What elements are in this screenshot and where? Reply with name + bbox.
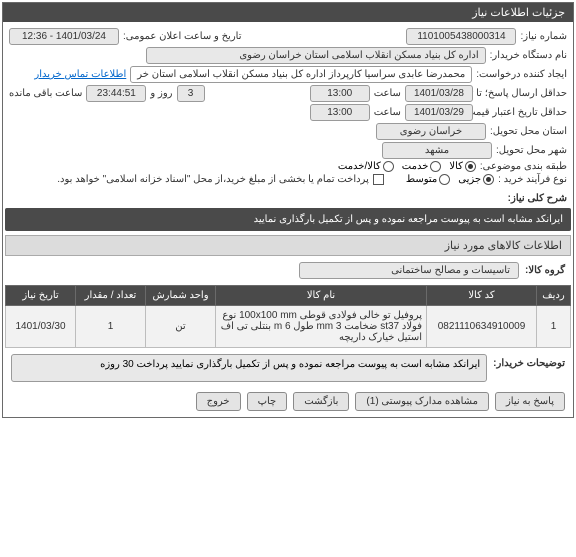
row-buyer-note: توضیحات خریدار: ایرانکد مشابه است به پیو… — [3, 350, 573, 386]
row-province: استان محل تحویل: خراسان رضوی — [9, 123, 567, 140]
category-radio-group: کالا خدمت کالا/خدمت — [338, 161, 476, 172]
exit-button[interactable]: خروج — [196, 392, 241, 411]
radio-goods[interactable]: کالا — [449, 161, 476, 172]
buyer-org-label: نام دستگاه خریدار: — [490, 50, 567, 61]
validity-label: حداقل تاریخ اعتبار قیمت؛ تا تاریخ: — [477, 107, 567, 118]
radio-goods-label: کالا — [449, 161, 463, 172]
validity-date: 1401/03/29 — [405, 104, 473, 121]
items-header-row: ردیف کد کالا نام کالا واحد شمارش تعداد /… — [6, 286, 571, 306]
radio-partial[interactable]: جزیی — [458, 174, 494, 185]
radio-goods-icon — [465, 161, 476, 172]
creator-label: ایجاد کننده درخواست: — [476, 69, 567, 80]
radio-service-icon — [430, 161, 441, 172]
announce-label: تاریخ و ساعت اعلان عمومی: — [123, 31, 242, 42]
validity-time: 13:00 — [310, 104, 370, 121]
radio-both-icon — [383, 161, 394, 172]
category-label: طبقه بندی موضوعی: — [480, 161, 567, 172]
city-value: مشهد — [382, 142, 492, 159]
group-value: تاسیسات و مصالح ساختمانی — [299, 262, 519, 279]
radio-partial-label: جزیی — [458, 174, 481, 185]
row-need-no: شماره نیاز: 1101005438000314 تاریخ و ساع… — [9, 28, 567, 45]
row-summary-label: شرح کلی نیاز: — [3, 193, 573, 204]
col-row: ردیف — [537, 286, 571, 306]
cell-name: پروفیل تو خالی فولادی قوطی 100x100 mm نو… — [216, 306, 427, 348]
row-group: گروه کالا: تاسیسات و مصالح ساختمانی — [3, 258, 573, 283]
items-section-header: اطلاعات کالاهای مورد نیاز — [5, 235, 571, 256]
panel-title: جزئیات اطلاعات نیاز — [3, 3, 573, 22]
col-date: تاریخ نیاز — [6, 286, 76, 306]
deadline-time: 13:00 — [310, 85, 370, 102]
creator-value: محمدرضا عابدی سراسیا کارپرداز اداره کل ب… — [130, 66, 472, 83]
days-label: روز و — [150, 88, 172, 99]
group-label: گروه کالا: — [525, 265, 565, 276]
back-button[interactable]: بازگشت — [293, 392, 349, 411]
need-details-panel: جزئیات اطلاعات نیاز شماره نیاز: 11010054… — [2, 2, 574, 418]
cell-row: 1 — [537, 306, 571, 348]
days-value: 3 — [177, 85, 205, 102]
province-value: خراسان رضوی — [376, 123, 486, 140]
radio-service[interactable]: خدمت — [402, 161, 442, 172]
process-radio-group: جزیی متوسط — [406, 174, 494, 185]
print-button[interactable]: چاپ — [247, 392, 288, 411]
col-code: کد کالا — [427, 286, 537, 306]
row-deadline: حداقل ارسال پاسخ؛ تا تاریخ: 1401/03/28 س… — [9, 85, 567, 102]
remain-time: 23:44:51 — [86, 85, 146, 102]
contact-info-link[interactable]: اطلاعات تماس خریدار — [34, 69, 126, 80]
treasury-note: پرداخت تمام یا بخشی از مبلغ خرید،از محل … — [57, 174, 369, 185]
deadline-date: 1401/03/28 — [405, 85, 473, 102]
buyer-org-value: اداره کل بنیاد مسکن انقلاب اسلامی استان … — [146, 47, 486, 64]
time-label-2: ساعت — [374, 107, 401, 118]
attachments-button[interactable]: مشاهده مدارک پیوستی (1) — [355, 392, 489, 411]
radio-partial-icon — [483, 174, 494, 185]
radio-medium-icon — [439, 174, 450, 185]
row-category: طبقه بندی موضوعی: کالا خدمت کالا/خدمت — [9, 161, 567, 172]
need-no-label: شماره نیاز: — [520, 31, 567, 42]
time-label-1: ساعت — [374, 88, 401, 99]
col-unit: واحد شمارش — [146, 286, 216, 306]
announce-value: 1401/03/24 - 12:36 — [9, 28, 119, 45]
summary-box: ایرانکد مشابه است به پیوست مراجعه نموده … — [5, 208, 571, 231]
table-row: 1 0821110634910009 پروفیل تو خالی فولادی… — [6, 306, 571, 348]
city-label: شهر محل تحویل: — [496, 145, 567, 156]
cell-code: 0821110634910009 — [427, 306, 537, 348]
cell-unit: تن — [146, 306, 216, 348]
summary-label: شرح کلی نیاز: — [508, 193, 567, 204]
radio-service-label: خدمت — [402, 161, 429, 172]
buyer-note-text: ایرانکد مشابه است به پیوست مراجعه نموده … — [11, 354, 487, 382]
col-qty: تعداد / مقدار — [76, 286, 146, 306]
treasury-checkbox[interactable] — [373, 174, 384, 185]
cell-qty: 1 — [76, 306, 146, 348]
process-label: نوع فرآیند خرید : — [498, 174, 567, 185]
cell-date: 1401/03/30 — [6, 306, 76, 348]
province-label: استان محل تحویل: — [490, 126, 567, 137]
items-table: ردیف کد کالا نام کالا واحد شمارش تعداد /… — [5, 285, 571, 348]
row-creator: ایجاد کننده درخواست: محمدرضا عابدی سراسی… — [9, 66, 567, 83]
radio-both-label: کالا/خدمت — [338, 161, 381, 172]
radio-medium-label: متوسط — [406, 174, 437, 185]
col-name: نام کالا — [216, 286, 427, 306]
row-process: نوع فرآیند خرید : جزیی متوسط پرداخت تمام… — [9, 174, 567, 185]
radio-medium[interactable]: متوسط — [406, 174, 450, 185]
deadline-label: حداقل ارسال پاسخ؛ تا تاریخ: — [477, 88, 567, 99]
buyer-note-label: توضیحات خریدار: — [493, 354, 565, 369]
reply-button[interactable]: پاسخ به نیاز — [495, 392, 565, 411]
remain-label: ساعت باقی مانده — [9, 88, 82, 99]
row-validity: حداقل تاریخ اعتبار قیمت؛ تا تاریخ: 1401/… — [9, 104, 567, 121]
row-city: شهر محل تحویل: مشهد — [9, 142, 567, 159]
need-no-value: 1101005438000314 — [406, 28, 516, 45]
radio-both[interactable]: کالا/خدمت — [338, 161, 394, 172]
footer-buttons: پاسخ به نیاز مشاهده مدارک پیوستی (1) باز… — [3, 386, 573, 417]
form-area: شماره نیاز: 1101005438000314 تاریخ و ساع… — [3, 22, 573, 191]
row-buyer-org: نام دستگاه خریدار: اداره کل بنیاد مسکن ا… — [9, 47, 567, 64]
